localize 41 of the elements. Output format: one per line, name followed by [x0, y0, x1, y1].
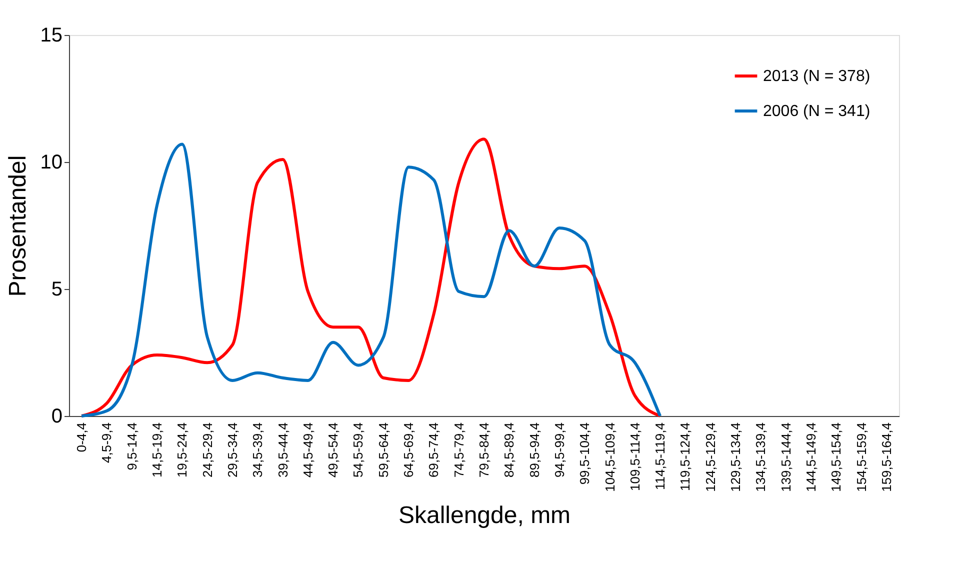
x-tick-label: 34,5-39,4: [250, 422, 266, 478]
y-tick-label: 15: [40, 24, 62, 46]
x-tick-label: 94,5-99,4: [552, 422, 567, 478]
x-tick-label: 149,5-154,4: [828, 422, 844, 492]
x-tick-label: 0-4,4: [74, 422, 90, 452]
x-tick-label: 64,5-69,4: [401, 422, 416, 478]
x-axis-title: Skallengde, mm: [398, 502, 571, 529]
x-tick-label: 114,5-119,4: [652, 422, 668, 490]
y-axis-title: Prosentandel: [4, 155, 32, 297]
y-tick-label: 10: [40, 152, 62, 174]
x-tick-label: 134,5-139,4: [753, 422, 768, 492]
x-tick-label: 74,5-79,4: [451, 422, 466, 478]
legend-label: 2013 (N = 378): [763, 68, 870, 85]
x-tick-label: 44,5-49,4: [300, 422, 316, 478]
x-tick-label: 129,5-134,4: [728, 422, 744, 492]
x-tick-label: 104,5-109,4: [602, 422, 618, 492]
x-tick-label: 24,5-29,4: [200, 422, 215, 478]
x-tick-label: 14,5-19,4: [150, 422, 165, 478]
x-tick-label: 154,5-159,4: [854, 422, 869, 492]
x-tick-label: 9,5-14,4: [124, 422, 140, 470]
y-tick-label: 5: [51, 278, 62, 300]
x-tick-label: 54,5-59,4: [350, 422, 366, 478]
x-tick-label: 139,5-144,4: [778, 422, 794, 492]
x-tick-label: 49,5-54,4: [326, 422, 341, 478]
x-tick-label: 119,5-124,4: [678, 422, 693, 491]
x-tick-label: 79,5-84,4: [476, 422, 492, 478]
x-tick-label: 109,5-114,4: [627, 422, 642, 491]
x-tick-label: 159,5-164,4: [878, 422, 894, 492]
x-tick-label: 39,5-44,4: [275, 422, 290, 478]
legend-label: 2006 (N = 341): [763, 103, 870, 120]
x-tick-label: 84,5-89,4: [502, 422, 517, 478]
y-tick-label: 0: [51, 406, 62, 428]
x-tick-label: 59,5-64,4: [376, 422, 391, 478]
x-tick-label: 89,5-94,4: [526, 422, 542, 478]
x-tick-label: 124,5-129,4: [702, 422, 718, 492]
x-tick-label: 144,5-149,4: [803, 422, 818, 492]
x-tick-label: 69,5-74,4: [426, 422, 442, 478]
x-tick-label: 99,5-104,4: [577, 422, 592, 485]
x-tick-label: 29,5-34,4: [224, 422, 240, 478]
x-tick-label: 4,5-9,4: [99, 422, 114, 463]
x-tick-label: 19,5-24,4: [174, 422, 190, 478]
